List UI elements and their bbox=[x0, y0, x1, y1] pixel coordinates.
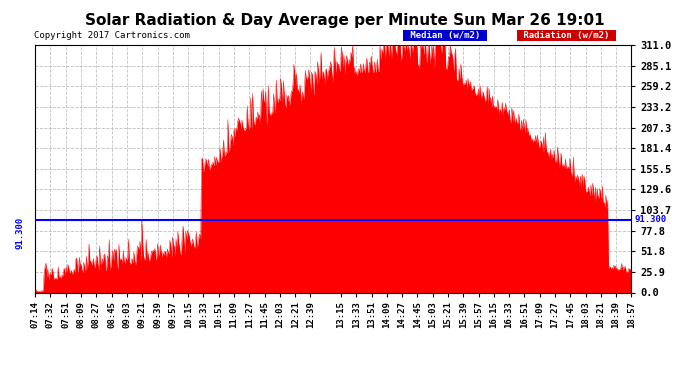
Text: Solar Radiation & Day Average per Minute Sun Mar 26 19:01: Solar Radiation & Day Average per Minute… bbox=[85, 13, 605, 28]
Text: Radiation (w/m2): Radiation (w/m2) bbox=[518, 31, 615, 40]
Text: Copyright 2017 Cartronics.com: Copyright 2017 Cartronics.com bbox=[34, 31, 190, 40]
Text: Median (w/m2): Median (w/m2) bbox=[404, 31, 485, 40]
Text: 91.300: 91.300 bbox=[634, 215, 667, 224]
